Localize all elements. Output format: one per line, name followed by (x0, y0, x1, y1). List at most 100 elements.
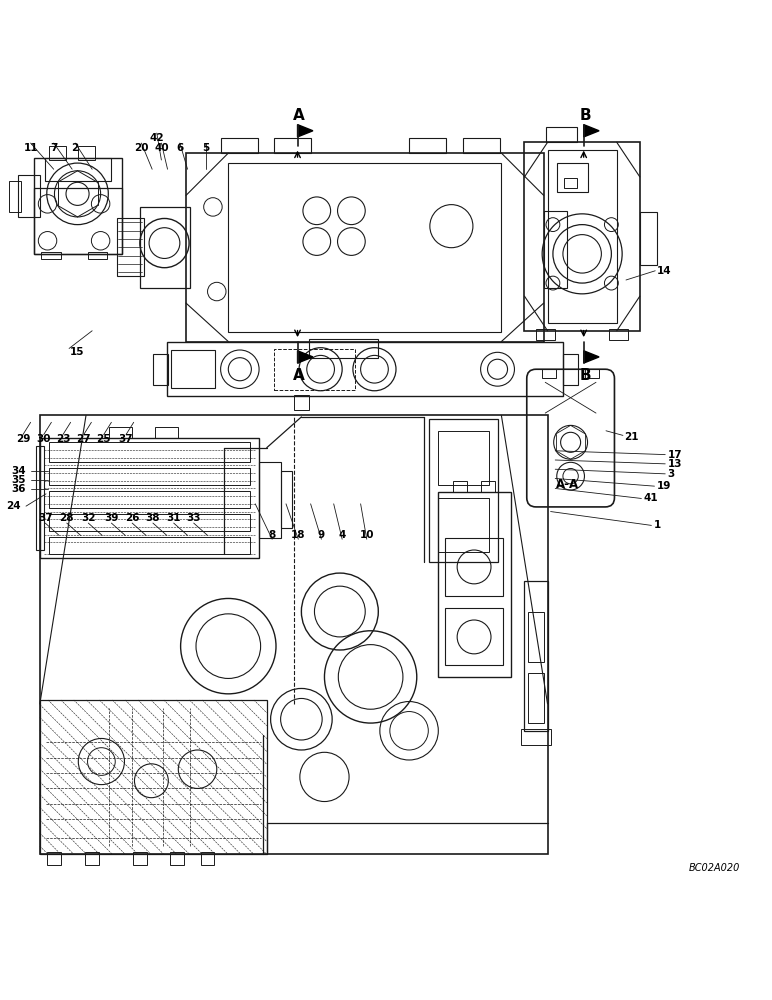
Text: 19: 19 (657, 481, 671, 491)
Text: 42: 42 (150, 133, 164, 143)
Bar (42, 252, 61, 259)
Text: 37: 37 (38, 513, 52, 523)
Text: 1: 1 (654, 520, 661, 530)
Text: 9: 9 (318, 530, 325, 540)
Bar (275, 138, 311, 153)
Text: 35: 35 (11, 475, 25, 485)
Bar (463, 138, 499, 153)
Bar (543, 211, 567, 288)
Text: 29: 29 (15, 434, 30, 444)
Bar (9, 181, 21, 212)
Bar (167, 342, 563, 396)
Bar (40, 542, 547, 704)
Polygon shape (584, 351, 599, 363)
Text: 14: 14 (657, 266, 672, 276)
Bar (155, 427, 178, 438)
Bar (186, 153, 543, 342)
Text: 39: 39 (104, 513, 119, 523)
Bar (542, 369, 556, 378)
Text: 33: 33 (187, 513, 201, 523)
Bar (153, 354, 168, 385)
Text: 17: 17 (668, 450, 682, 460)
Bar (46, 158, 110, 181)
Bar (140, 207, 190, 288)
Bar (49, 514, 250, 531)
Text: A-A: A-A (556, 478, 579, 491)
Text: 18: 18 (291, 530, 306, 540)
Text: 15: 15 (69, 347, 84, 357)
Text: 37: 37 (119, 434, 134, 444)
Text: 34: 34 (11, 466, 25, 476)
Bar (201, 852, 215, 865)
Bar (229, 163, 501, 332)
Bar (34, 158, 122, 254)
Bar (524, 581, 547, 731)
Bar (36, 446, 44, 550)
Bar (85, 852, 99, 865)
Bar (445, 608, 503, 665)
Text: 26: 26 (125, 513, 140, 523)
Bar (171, 350, 215, 388)
Text: 11: 11 (23, 143, 38, 153)
Text: 28: 28 (59, 513, 74, 523)
Bar (109, 427, 132, 438)
Bar (453, 481, 467, 492)
Text: 41: 41 (644, 493, 659, 503)
Bar (49, 146, 66, 160)
Text: 31: 31 (167, 513, 181, 523)
Text: 4: 4 (338, 530, 346, 540)
Bar (49, 468, 250, 485)
Bar (546, 127, 577, 142)
Text: 20: 20 (134, 143, 149, 153)
Text: 24: 24 (6, 501, 21, 511)
Text: 38: 38 (146, 513, 160, 523)
Bar (438, 492, 510, 677)
Bar (49, 491, 250, 508)
Bar (133, 852, 147, 865)
Bar (640, 212, 657, 265)
Bar (438, 431, 489, 485)
Bar (47, 852, 61, 865)
Bar (78, 146, 95, 160)
Bar (536, 329, 555, 340)
Text: 23: 23 (56, 434, 70, 444)
Bar (429, 419, 498, 562)
Polygon shape (584, 125, 599, 137)
Bar (564, 178, 577, 188)
Bar (170, 852, 184, 865)
Text: 6: 6 (176, 143, 184, 153)
Bar (528, 612, 543, 662)
Text: BC02A020: BC02A020 (689, 863, 740, 873)
Text: B: B (580, 108, 591, 123)
Text: 13: 13 (668, 459, 682, 469)
Bar (40, 415, 547, 854)
Polygon shape (297, 351, 313, 363)
Bar (221, 138, 258, 153)
Bar (585, 369, 599, 378)
Bar (275, 349, 355, 390)
Text: 32: 32 (81, 513, 96, 523)
Text: 3: 3 (668, 469, 675, 479)
Bar (609, 329, 628, 340)
Bar (40, 700, 267, 854)
Bar (309, 339, 378, 358)
Bar (293, 395, 309, 410)
Bar (280, 471, 292, 528)
Bar (563, 354, 578, 385)
Text: B: B (580, 368, 591, 383)
Bar (445, 538, 503, 596)
Bar (409, 138, 446, 153)
Text: 10: 10 (360, 530, 374, 540)
Text: 8: 8 (269, 530, 276, 540)
Text: 2: 2 (72, 143, 79, 153)
Bar (557, 163, 587, 192)
Polygon shape (297, 125, 313, 137)
Bar (49, 442, 250, 462)
Bar (259, 462, 280, 538)
Text: 25: 25 (96, 434, 111, 444)
Bar (438, 498, 489, 552)
Text: A: A (293, 368, 305, 383)
Bar (34, 188, 122, 254)
Text: 30: 30 (36, 434, 51, 444)
Text: 27: 27 (76, 434, 91, 444)
